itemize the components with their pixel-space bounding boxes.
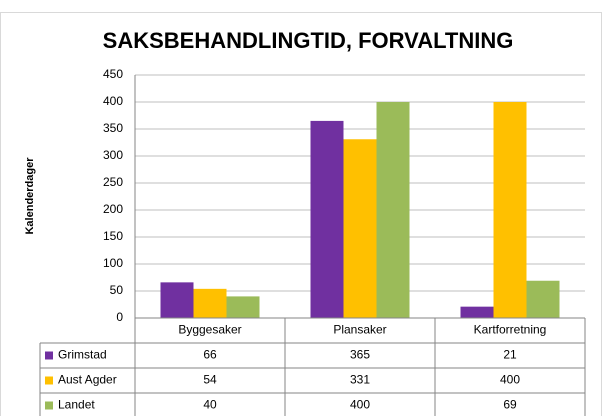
bar [310,120,344,319]
table-value: 40 [203,398,217,412]
table-value: 331 [350,373,370,387]
bar [526,280,560,318]
y-tick-label: 400 [103,94,123,108]
y-tick-label: 250 [103,175,123,189]
y-tick-label: 200 [103,202,123,216]
y-tick-label: 0 [116,310,123,324]
legend-label: Landet [58,398,95,412]
legend-swatch [45,401,53,410]
table-value: 365 [350,348,370,362]
chart-title: SAKSBEHANDLINGTID, FORVALTNING [103,28,514,53]
table-value: 66 [203,348,217,362]
bar [376,102,410,318]
table-value: 400 [500,373,520,387]
x-tick-label: Kartforretning [474,323,547,337]
table-value: 400 [350,398,370,412]
bar [160,282,194,318]
x-tick-label: Plansaker [333,323,386,337]
x-tick-label: Byggesaker [178,323,241,337]
y-tick-label: 300 [103,148,123,162]
y-tick-label: 150 [103,229,123,243]
legend-label: Grimstad [58,348,107,362]
y-tick-label: 350 [103,121,123,135]
bar [460,306,494,318]
y-tick-label: 450 [103,67,123,81]
table-value: 54 [203,373,217,387]
bar [193,288,227,318]
bar [343,139,377,318]
table-value: 69 [503,398,517,412]
y-tick-label: 100 [103,256,123,270]
legend-swatch [45,351,53,360]
legend-label: Aust Agder [58,373,117,387]
bar [493,102,527,318]
legend-swatch [45,376,53,385]
bar [226,296,260,318]
y-axis-label: Kalenderdager [24,157,36,235]
table-value: 21 [503,348,517,362]
y-tick-label: 50 [110,283,124,297]
